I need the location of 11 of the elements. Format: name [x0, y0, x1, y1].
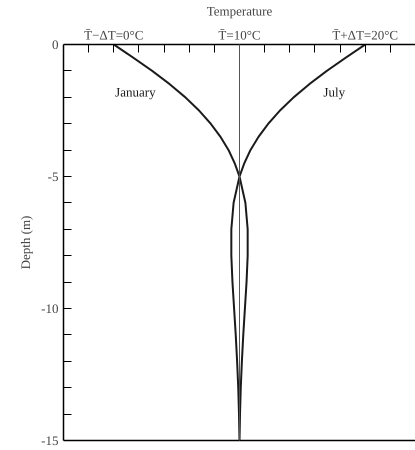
series-label: January [115, 84, 156, 100]
series-label: July [323, 84, 346, 100]
x-tick-label: T̄+ΔT=20°C [332, 28, 398, 42]
x-axis-title: Temperature [206, 4, 272, 18]
x-tick-label: T̄=10°C [218, 28, 261, 42]
y-tick-label: -10 [41, 301, 59, 316]
y-tick-label: -5 [48, 169, 59, 184]
x-tick-label: T̄−ΔT=0°C [84, 28, 144, 42]
y-tick-label: -15 [41, 433, 59, 448]
y-tick-label: 0 [52, 37, 58, 52]
y-axis-title: Depth (m) [18, 216, 34, 270]
